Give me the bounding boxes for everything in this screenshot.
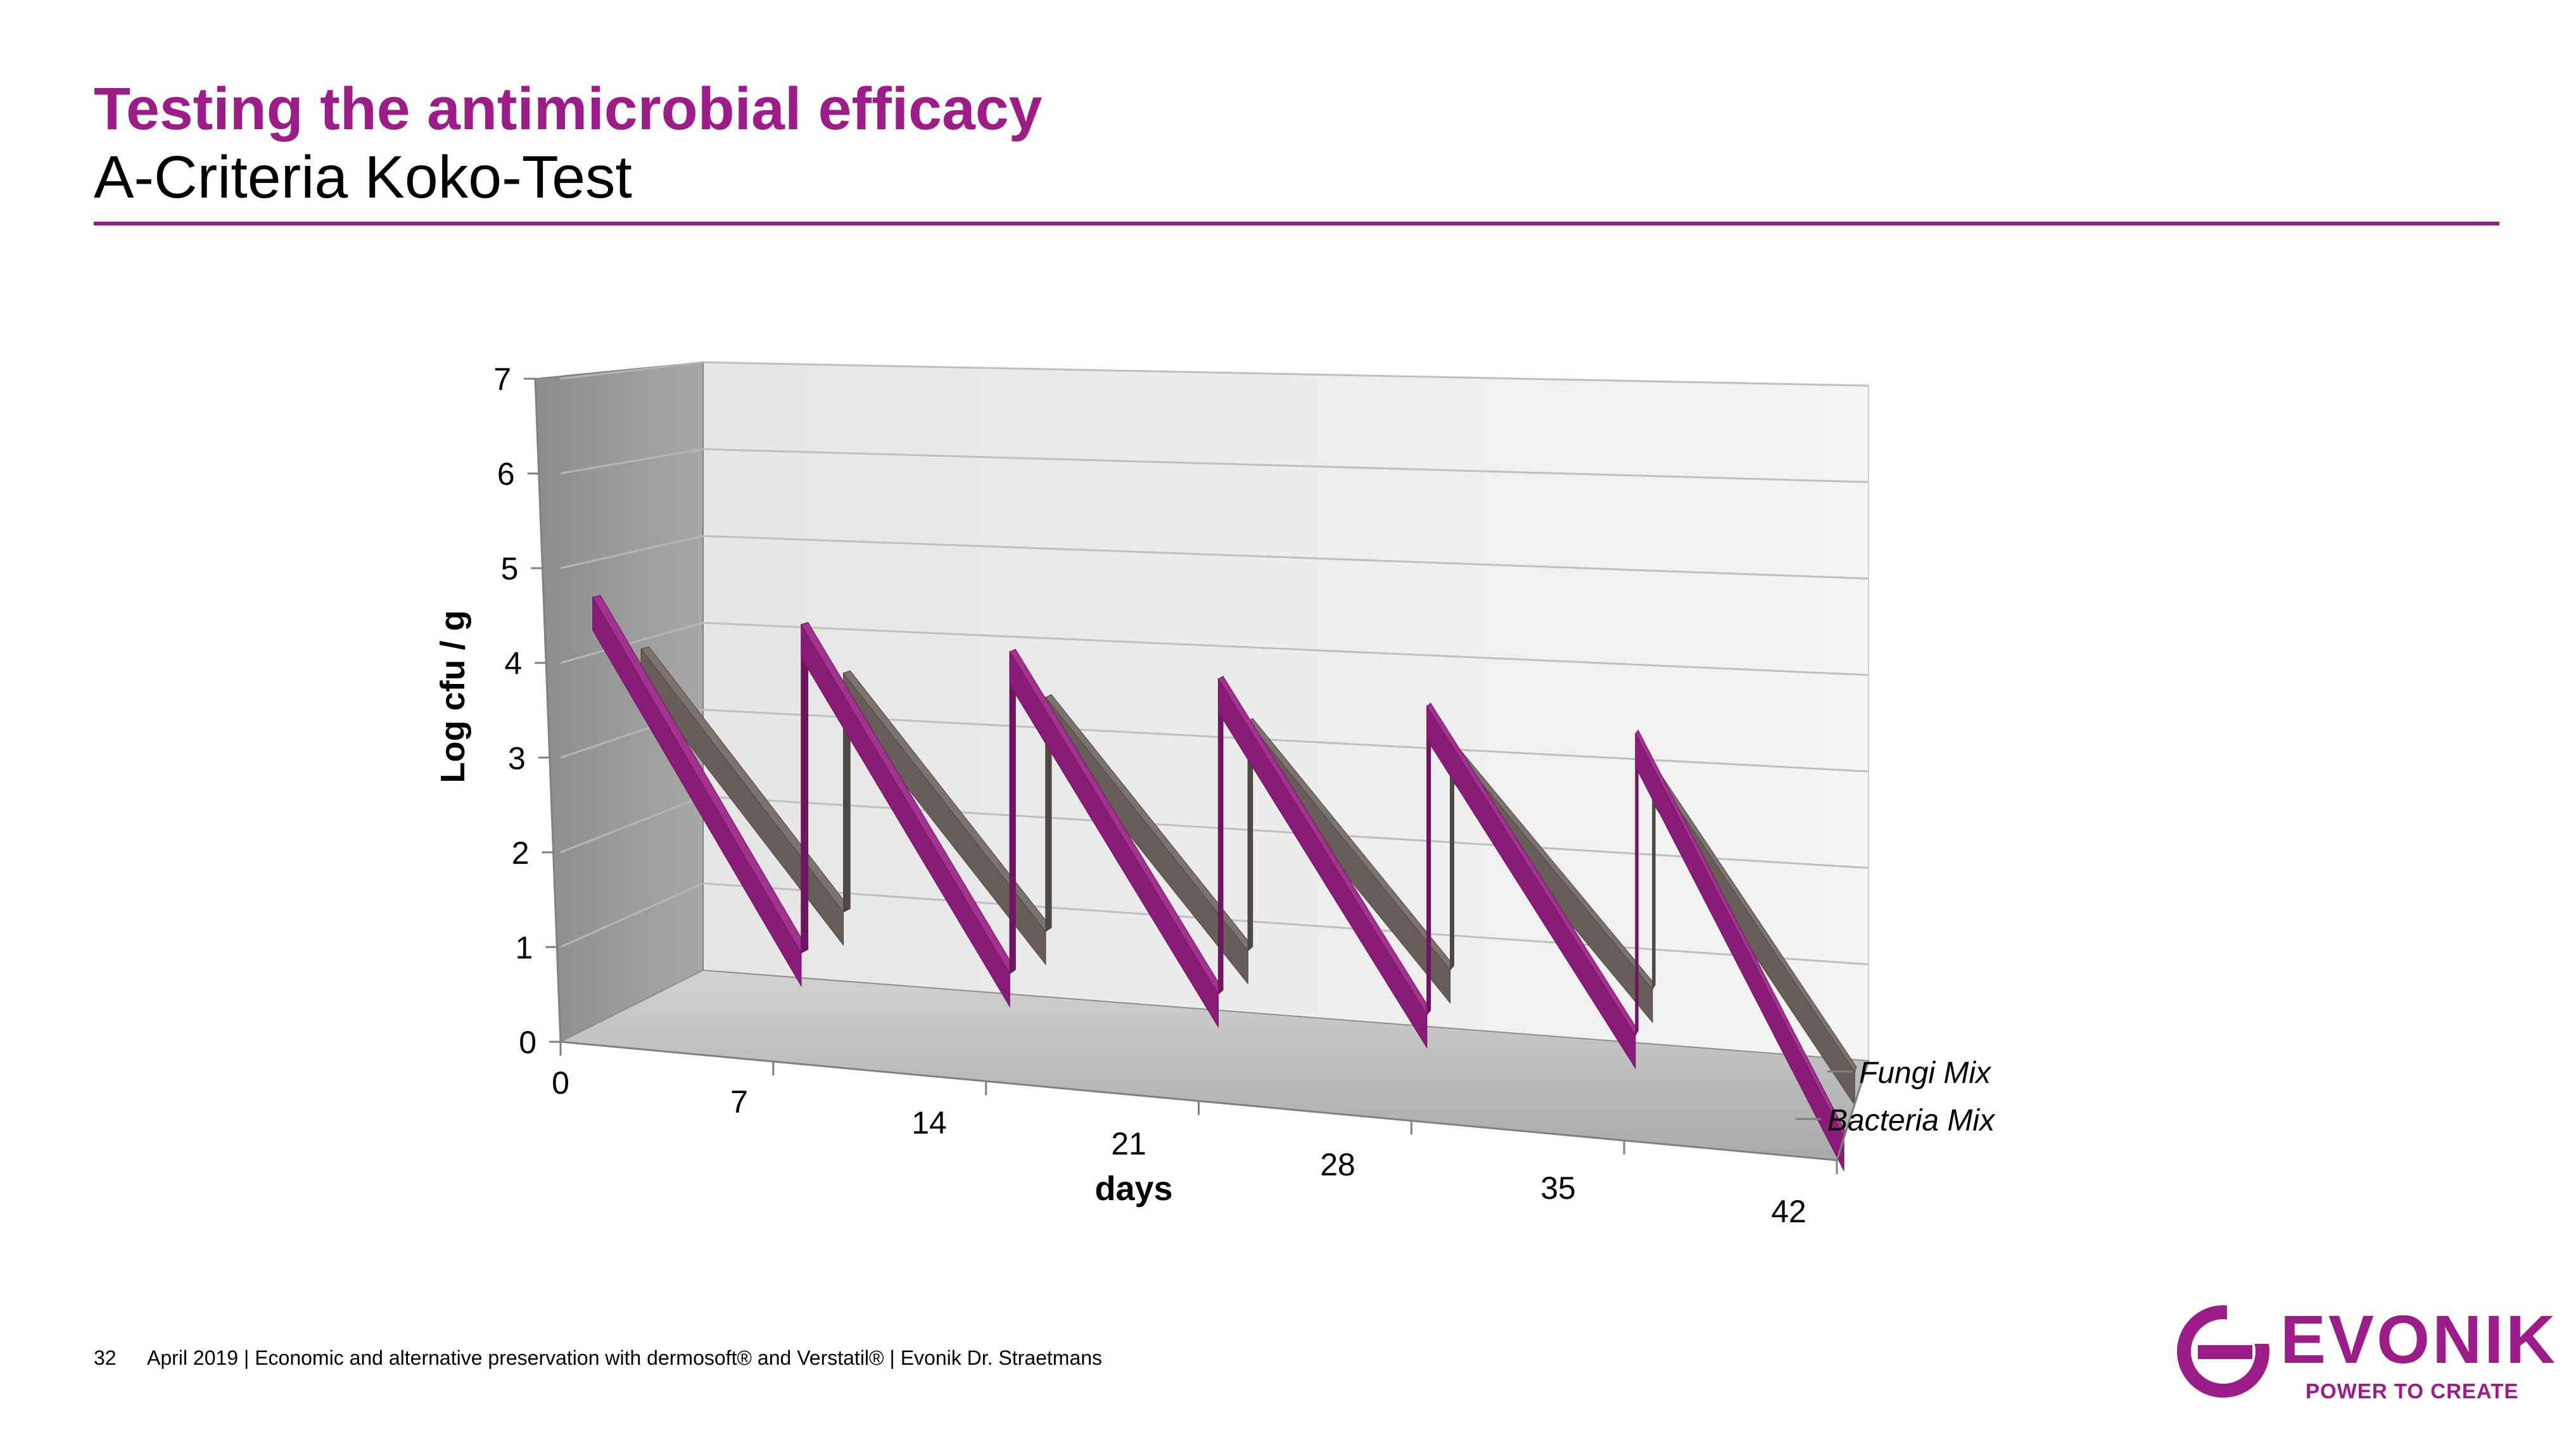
page-number: 32 bbox=[94, 1346, 117, 1369]
gridline-side bbox=[560, 882, 704, 948]
y-tick-label: 4 bbox=[504, 646, 522, 681]
title-divider bbox=[94, 222, 2499, 225]
gridline-side bbox=[560, 535, 704, 569]
chart-series bbox=[592, 595, 1857, 1171]
gridline-side bbox=[560, 448, 704, 475]
y-tick-label: 6 bbox=[497, 457, 515, 492]
evonik-logo: EVONIK POWER TO CREATE bbox=[2173, 1301, 2555, 1406]
y-tick-label: 3 bbox=[508, 740, 526, 776]
gridline-back bbox=[702, 361, 1869, 387]
chart-walls bbox=[534, 361, 1870, 1161]
slide-title: Testing the antimicrobial efficacy bbox=[94, 75, 1043, 142]
depth-label: Bacteria Mix bbox=[1827, 1104, 1996, 1137]
x-tick-label: 21 bbox=[1111, 1126, 1146, 1161]
ribbon-edge bbox=[1217, 675, 1224, 995]
depth-axis-line bbox=[1836, 1060, 1870, 1161]
y-axis-label: Log cfu / g bbox=[434, 611, 472, 783]
y-tick-label: 5 bbox=[501, 551, 519, 586]
logo-slogan: POWER TO CREATE bbox=[2306, 1379, 2519, 1403]
x-tick-label: 14 bbox=[911, 1105, 947, 1141]
ribbon-segment bbox=[1635, 733, 1844, 1171]
gridline-side bbox=[560, 361, 704, 380]
y-tick-label: 2 bbox=[512, 835, 530, 871]
gridline-back bbox=[702, 709, 1869, 773]
ribbon-edge bbox=[801, 622, 809, 954]
evonik-mark-icon bbox=[2177, 1301, 2274, 1398]
gridline-back bbox=[702, 535, 1869, 580]
logo-wordmark: EVONIK bbox=[2280, 1301, 2558, 1377]
x-tick-label: 7 bbox=[730, 1084, 748, 1120]
chart-gridlines bbox=[560, 361, 1869, 966]
x-axis-label: days bbox=[1094, 1170, 1172, 1208]
chart-axes: 0 1 2 3 4 5 6 7 Log cfu / g 0 7 14 21 28 35 42 days Fungi… bbox=[434, 362, 1996, 1229]
footer-text: April 2019 | Economic and alternative pr… bbox=[147, 1346, 1103, 1369]
y-tick-label: 0 bbox=[519, 1025, 536, 1060]
x-tick-label: 35 bbox=[1540, 1170, 1576, 1206]
gridline-side bbox=[560, 795, 704, 854]
y-tick-label: 7 bbox=[493, 362, 511, 397]
gridline-back bbox=[702, 448, 1869, 483]
depth-label: Fungi Mix bbox=[1859, 1056, 1992, 1090]
x-tick-label: 42 bbox=[1771, 1194, 1806, 1229]
gridline-side bbox=[560, 621, 704, 664]
slide-subtitle: A-Criteria Koko-Test bbox=[94, 144, 632, 211]
gridline-back bbox=[702, 621, 1869, 676]
gridline-back bbox=[702, 882, 1869, 966]
y-axis-line bbox=[534, 378, 562, 1042]
ribbon-edge bbox=[1635, 729, 1639, 1037]
series-fungi-mix bbox=[640, 646, 1857, 1106]
ribbon-edge bbox=[1009, 649, 1016, 975]
x-tick-label: 28 bbox=[1320, 1147, 1355, 1182]
ribbon-edge bbox=[1426, 702, 1431, 1016]
x-tick-label: 0 bbox=[552, 1065, 569, 1101]
series-bacteria-mix bbox=[592, 595, 1846, 1171]
y-tick-label: 1 bbox=[515, 930, 533, 965]
